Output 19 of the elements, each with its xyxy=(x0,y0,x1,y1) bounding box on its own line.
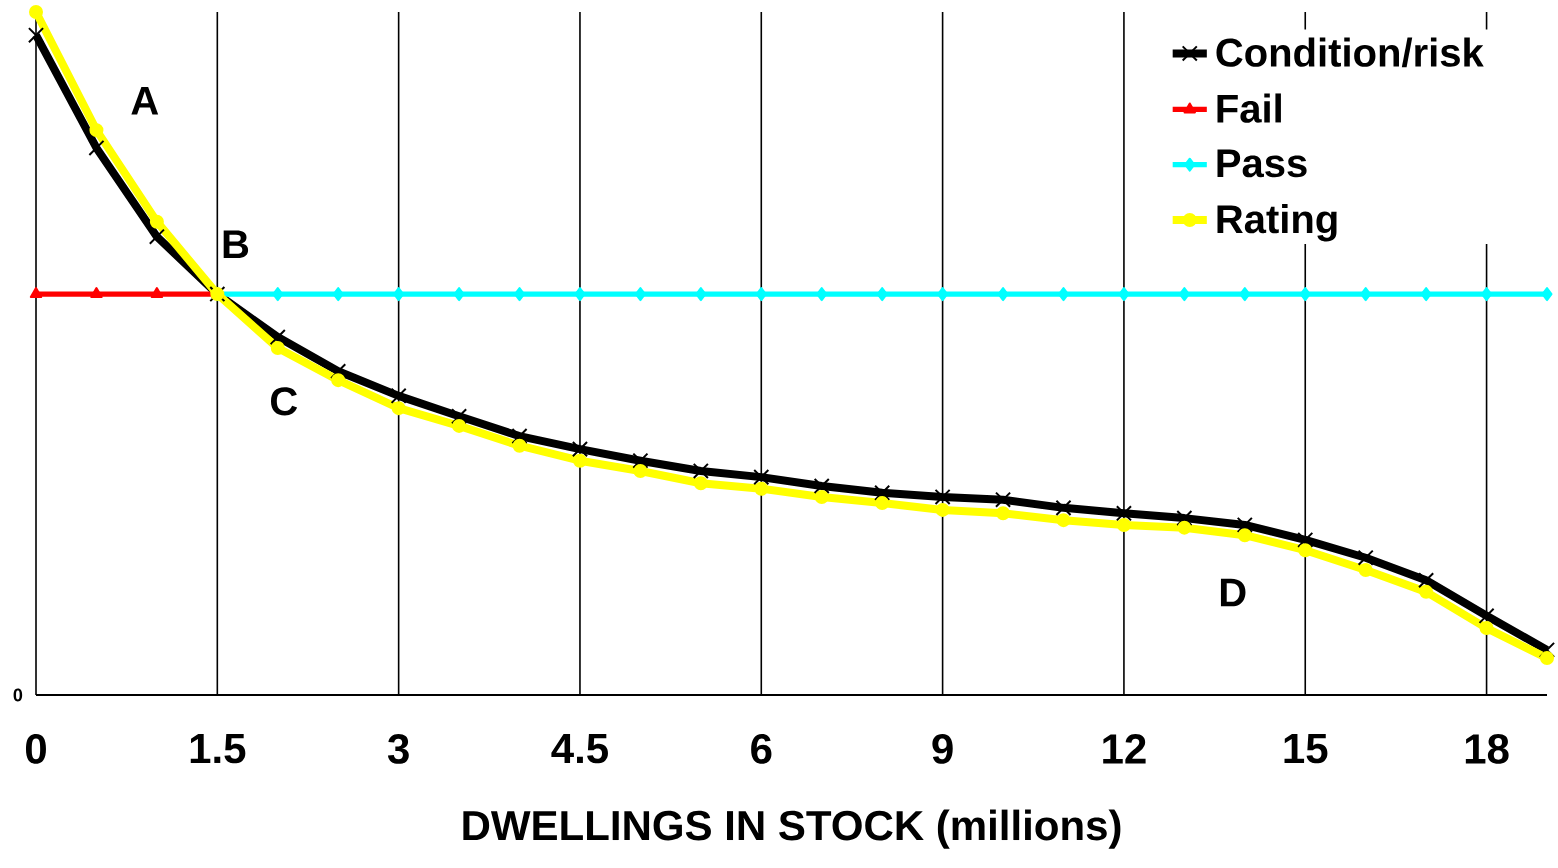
x-tick-label: 4.5 xyxy=(551,734,608,764)
annotation: C xyxy=(270,387,298,416)
x-tick-label: 12 xyxy=(1103,734,1146,764)
x-tick-label: 0 xyxy=(25,734,46,764)
x-tick-label: 18 xyxy=(1465,734,1509,764)
legend-label: Pass xyxy=(1217,149,1307,178)
x-tick-label: 9 xyxy=(932,734,953,764)
legend-label: Condition/risk xyxy=(1216,37,1484,68)
x-tick-label: 15 xyxy=(1284,734,1328,764)
text: 0 xyxy=(13,688,23,702)
annotation: B xyxy=(223,230,249,258)
legend-label: Fail xyxy=(1217,93,1281,123)
x-tick-label: 1.5 xyxy=(190,734,246,764)
x-tick-label: 6 xyxy=(751,734,772,764)
x-axis-title: DWELLINGS IN STOCK (millions) xyxy=(463,809,1121,849)
annotation: D xyxy=(1220,578,1246,607)
x-tick-label: 3 xyxy=(387,734,409,764)
legend-label: Rating xyxy=(1217,203,1337,242)
annotation: A xyxy=(131,87,159,115)
